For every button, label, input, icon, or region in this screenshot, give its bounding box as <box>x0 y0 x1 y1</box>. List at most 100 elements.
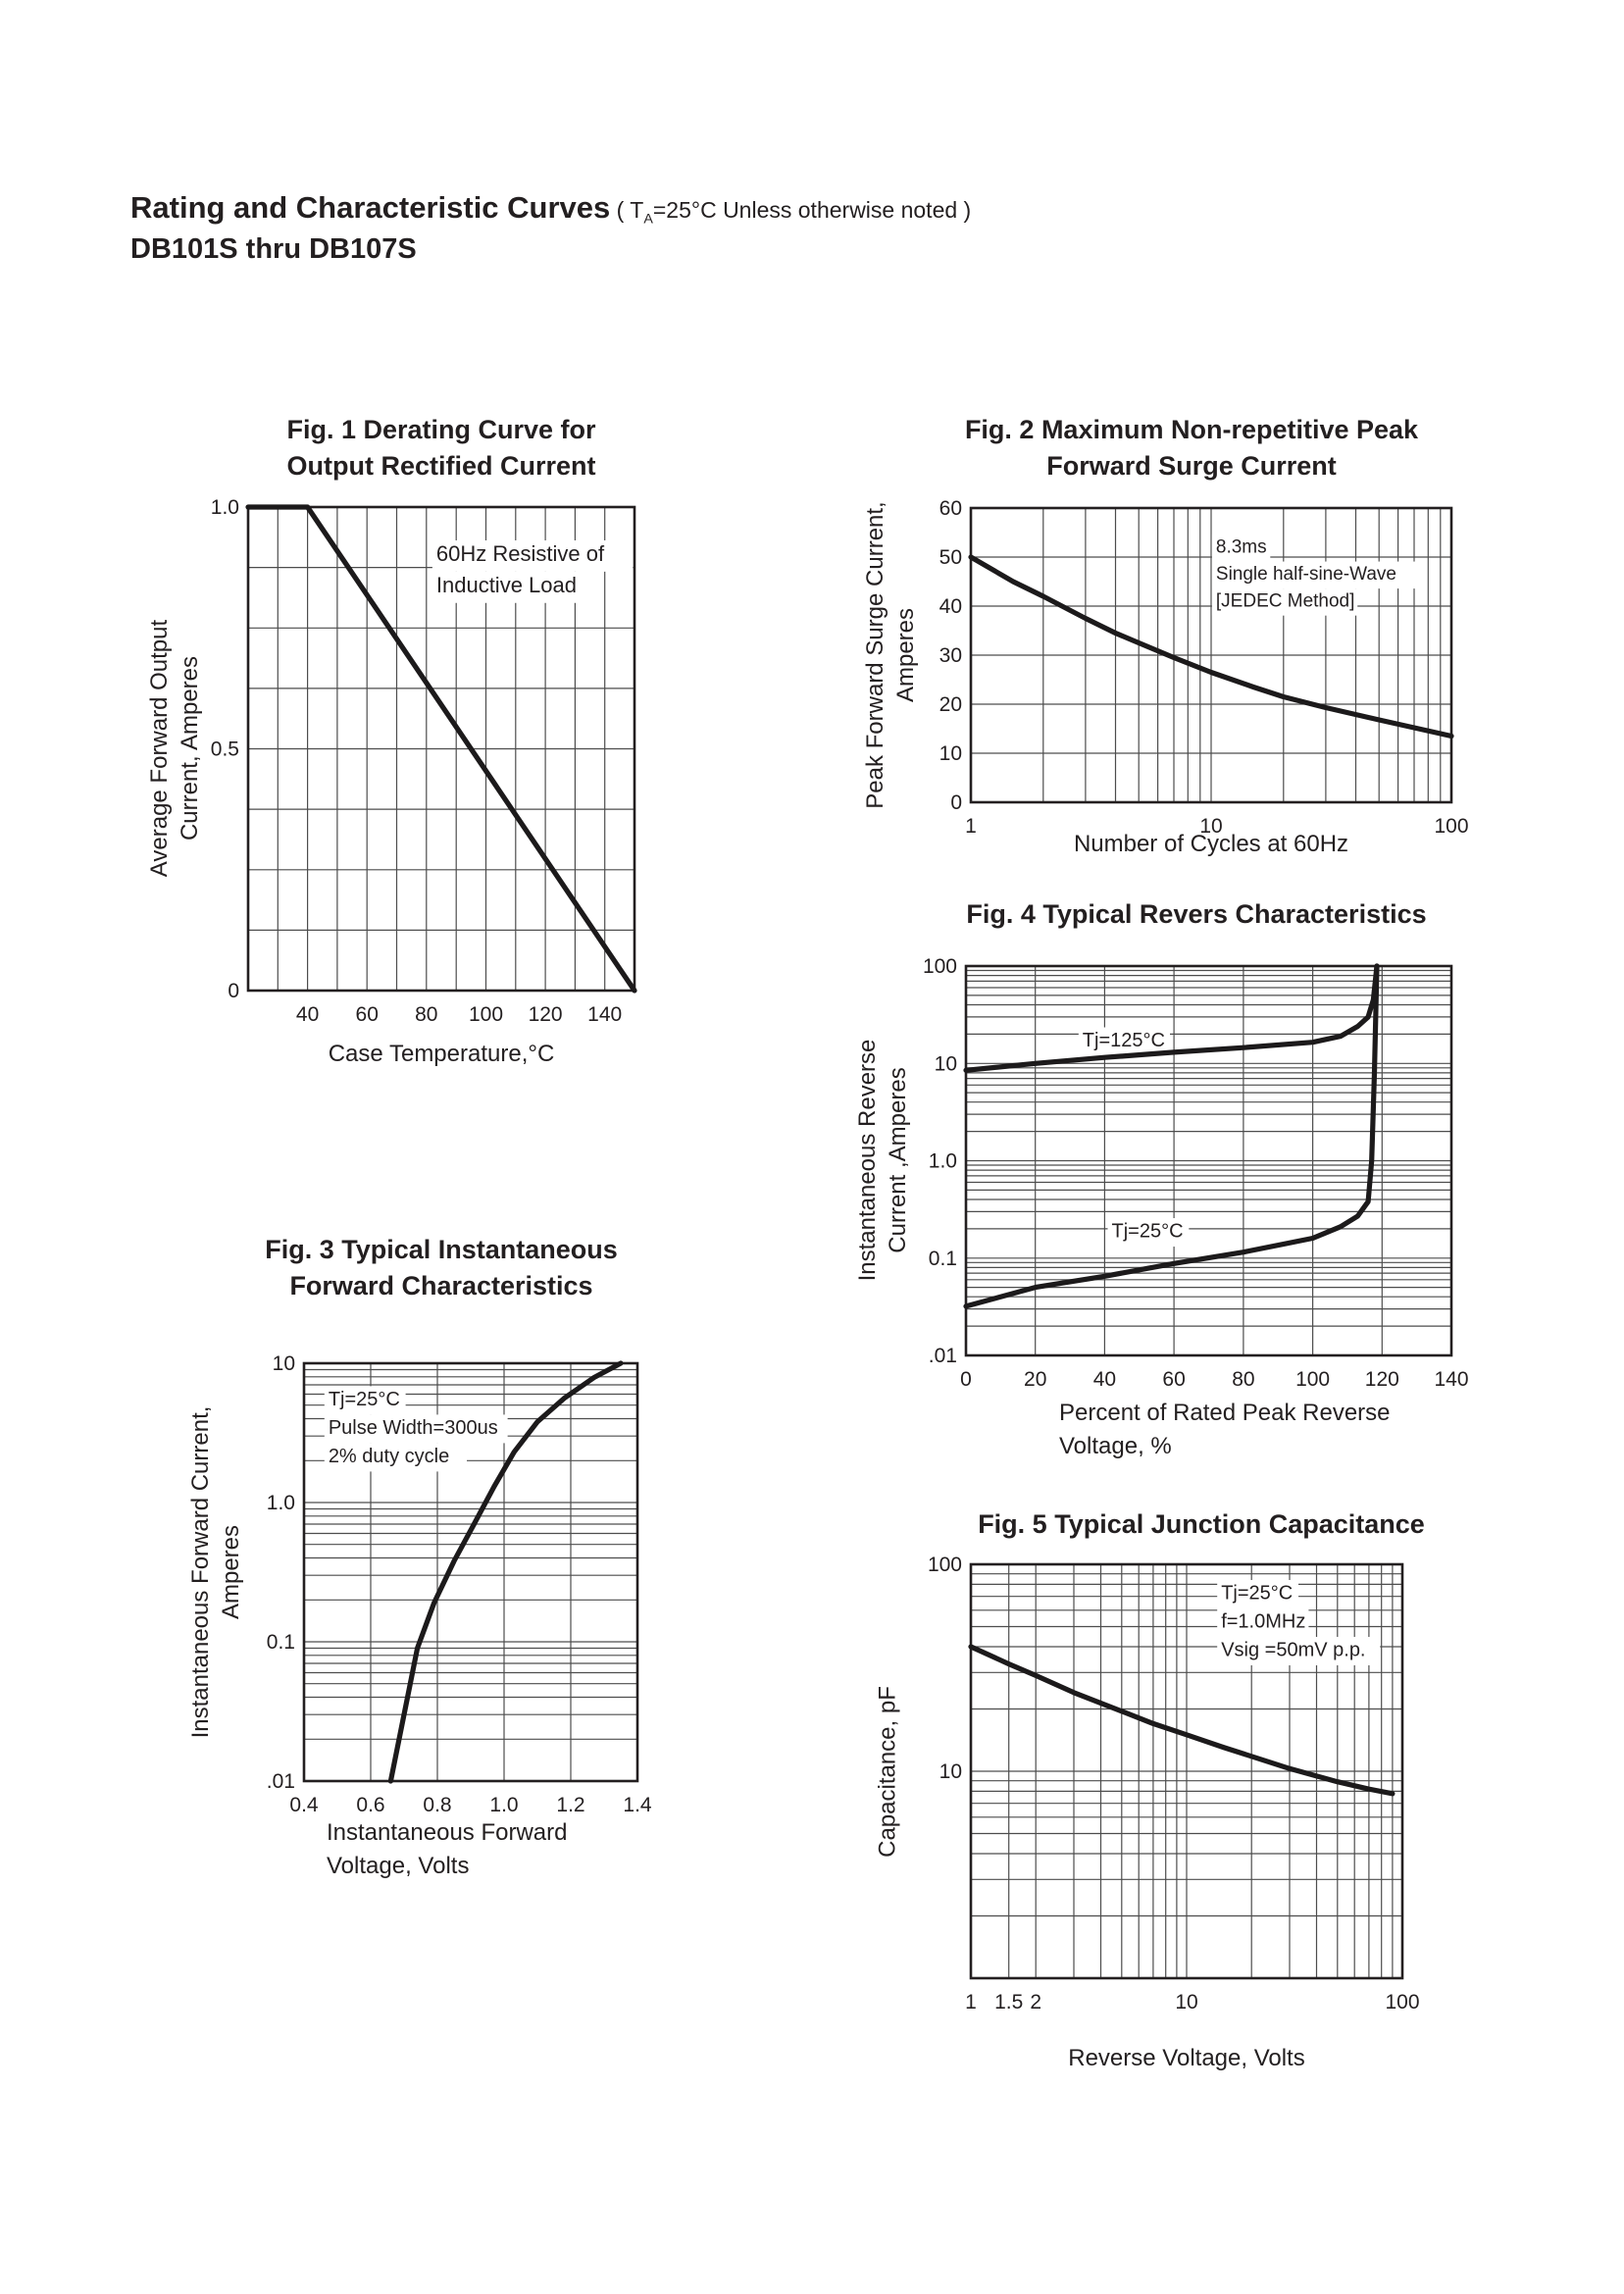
fig5-x-axis-label: Reverse Voltage, Volts <box>990 2042 1383 2075</box>
fig4-title: Fig. 4 Typical Revers Characteristics <box>922 896 1471 933</box>
part-number-range: DB101S thru DB107S <box>130 233 417 265</box>
annotation: 60Hz Resistive of Inductive Load <box>431 539 634 603</box>
label-line: Fig. 4 Typical Revers Characteristics <box>966 899 1427 929</box>
svg-text:.01: .01 <box>267 1770 295 1793</box>
svg-text:1.4: 1.4 <box>623 1794 652 1816</box>
svg-text:0.5: 0.5 <box>211 739 239 761</box>
label-line: Voltage, Volts <box>327 1853 470 1879</box>
svg-text:100: 100 <box>469 1003 503 1026</box>
plot-frame <box>964 964 1453 1357</box>
label-line: Average Forward Output <box>146 619 173 878</box>
label-line: Instantaneous Reverse <box>854 1039 881 1282</box>
svg-text:50: 50 <box>939 546 962 569</box>
svg-text:0: 0 <box>950 791 962 814</box>
fig1-y-axis-label: Average Forward Output Current, Amperes <box>144 537 205 959</box>
svg-text:80: 80 <box>415 1003 437 1026</box>
grid-lines <box>970 1563 1403 1979</box>
label-line: Instantaneous Forward <box>327 1819 568 1846</box>
label-line: Forward Surge Current <box>1046 451 1337 481</box>
svg-text:Vsig =50mV p.p.: Vsig =50mV p.p. <box>1221 1639 1365 1660</box>
grid-lines <box>970 507 1452 803</box>
annotation: Tj=25°C f=1.0MHz Vsig =50mV p.p. <box>1217 1579 1381 1665</box>
fig3-title: Fig. 3 Typical Instantaneous Forward Char… <box>226 1232 657 1304</box>
tick-labels: 1 1.5 2 10 100 100 10 <box>928 1554 1420 2014</box>
forward-characteristic-curve <box>387 1360 624 1784</box>
tick-labels: 40 60 80 100 120 140 1.0 0.5 0 <box>211 496 622 1026</box>
label-line: Fig. 1 Derating Curve for <box>286 415 596 444</box>
svg-text:Tj=25°C: Tj=25°C <box>1221 1582 1293 1604</box>
svg-text:.01: .01 <box>929 1345 957 1367</box>
label-line: Fig. 2 Maximum Non-repetitive Peak <box>964 415 1419 444</box>
fig3-x-axis-label: Instantaneous Forward Voltage, Volts <box>327 1816 567 1883</box>
svg-text:0.1: 0.1 <box>929 1248 957 1270</box>
svg-text:Pulse Width=300us: Pulse Width=300us <box>329 1417 498 1439</box>
fig2-title: Fig. 2 Maximum Non-repetitive Peak Forwar… <box>917 412 1466 484</box>
svg-text:0.4: 0.4 <box>289 1794 319 1816</box>
tick-labels: 0 20 40 60 80 100 120 140 100 10 1.0 0.1 .01 <box>923 955 1469 1391</box>
label-line: Reverse Voltage, Volts <box>1068 2045 1305 2071</box>
label-line: Amperes <box>218 1524 244 1620</box>
annotation: Tj=25°C Pulse Width=300us 2% duty cycle <box>324 1386 508 1472</box>
label-line: Peak Forward Surge Current, <box>862 501 888 809</box>
fig2-y-axis-label: Peak Forward Surge Current, Amperes <box>860 444 921 866</box>
svg-text:10: 10 <box>1175 1991 1197 2014</box>
svg-text:1.0: 1.0 <box>267 1492 295 1514</box>
label-line: Voltage, % <box>1059 1433 1172 1459</box>
label-line: Current ,Amperes <box>885 1067 911 1253</box>
svg-text:f=1.0MHz: f=1.0MHz <box>1221 1610 1305 1632</box>
svg-text:1: 1 <box>965 1991 977 2014</box>
svg-text:140: 140 <box>587 1003 622 1026</box>
tick-labels: 0.4 0.6 0.8 1.0 1.2 1.4 10 1.0 0.1 .01 <box>267 1352 652 1816</box>
svg-text:100: 100 <box>1385 1991 1419 2014</box>
plot-frame <box>246 505 636 993</box>
fig1-title: Fig. 1 Derating Curve for Output Rectifie… <box>226 412 657 484</box>
svg-text:Inductive Load: Inductive Load <box>436 573 577 597</box>
fig2-x-axis-label: Number of Cycles at 60Hz <box>1015 828 1407 861</box>
fig4-y-axis-label: Instantaneous Reverse Current ,Amperes <box>852 949 913 1371</box>
svg-text:1.5: 1.5 <box>994 1991 1023 2014</box>
svg-text:100: 100 <box>1434 815 1468 838</box>
annotation: Tj=25°C <box>1107 1218 1190 1248</box>
svg-text:1.0: 1.0 <box>489 1794 518 1816</box>
label-line: Forward Characteristics <box>289 1271 593 1300</box>
svg-text:40: 40 <box>1093 1368 1116 1391</box>
svg-text:10: 10 <box>273 1352 295 1375</box>
derating-curve <box>245 504 637 994</box>
svg-text:10: 10 <box>939 1760 962 1783</box>
fig4-x-axis-label: Percent of Rated Peak Reverse Voltage, % <box>1059 1397 1391 1463</box>
label-line: Instantaneous Forward Current, <box>187 1405 214 1739</box>
svg-text:120: 120 <box>529 1003 563 1026</box>
fig4-reverse-characteristics-chart: Tj=125°C Tj=25°C 0 20 40 60 80 100 120 140 100 10 1.… <box>923 955 1469 1391</box>
svg-text:10: 10 <box>939 742 962 765</box>
fig1-x-axis-label: Case Temperature,°C <box>245 1038 637 1071</box>
svg-text:2: 2 <box>1030 1991 1041 2014</box>
label-line: Current, Amperes <box>177 655 203 841</box>
label-line: Output Rectified Current <box>286 451 596 481</box>
annotation: Tj=125°C <box>1078 1027 1170 1056</box>
svg-text:0.6: 0.6 <box>356 1794 384 1816</box>
reverse-current-tj25-curve <box>963 963 1380 1309</box>
reverse-current-tj125-curve <box>963 963 1380 1073</box>
svg-text:60: 60 <box>356 1003 379 1026</box>
fig1-derating-chart: 60Hz Resistive of Inductive Load 40 60 80 100… <box>211 496 637 1026</box>
svg-text:1.2: 1.2 <box>556 1794 584 1816</box>
svg-text:1.0: 1.0 <box>211 496 239 519</box>
label-line: Percent of Rated Peak Reverse <box>1059 1400 1391 1426</box>
svg-text:80: 80 <box>1232 1368 1254 1391</box>
svg-text:120: 120 <box>1365 1368 1399 1391</box>
svg-text:Single half-sine-Wave: Single half-sine-Wave <box>1216 564 1396 585</box>
page-title: Rating and Characteristic Curves <box>130 190 611 225</box>
label-line: Amperes <box>892 607 919 703</box>
fig5-junction-capacitance-chart: Tj=25°C f=1.0MHz Vsig =50mV p.p. 1 1.5 2 10 100… <box>928 1554 1420 2014</box>
svg-text:0.1: 0.1 <box>267 1631 295 1654</box>
page-title-note: ( TA=25°C Unless otherwise noted ) <box>616 197 972 228</box>
svg-text:0: 0 <box>960 1368 972 1391</box>
label-line: Fig. 3 Typical Instantaneous <box>265 1235 618 1264</box>
svg-text:60: 60 <box>939 497 962 520</box>
fig3-y-axis-label: Instantaneous Forward Current, Amperes <box>185 1361 246 1783</box>
label-line: Number of Cycles at 60Hz <box>1073 831 1349 857</box>
svg-text:Tj=125°C: Tj=125°C <box>1083 1030 1165 1051</box>
plot-frame <box>969 1562 1404 1980</box>
